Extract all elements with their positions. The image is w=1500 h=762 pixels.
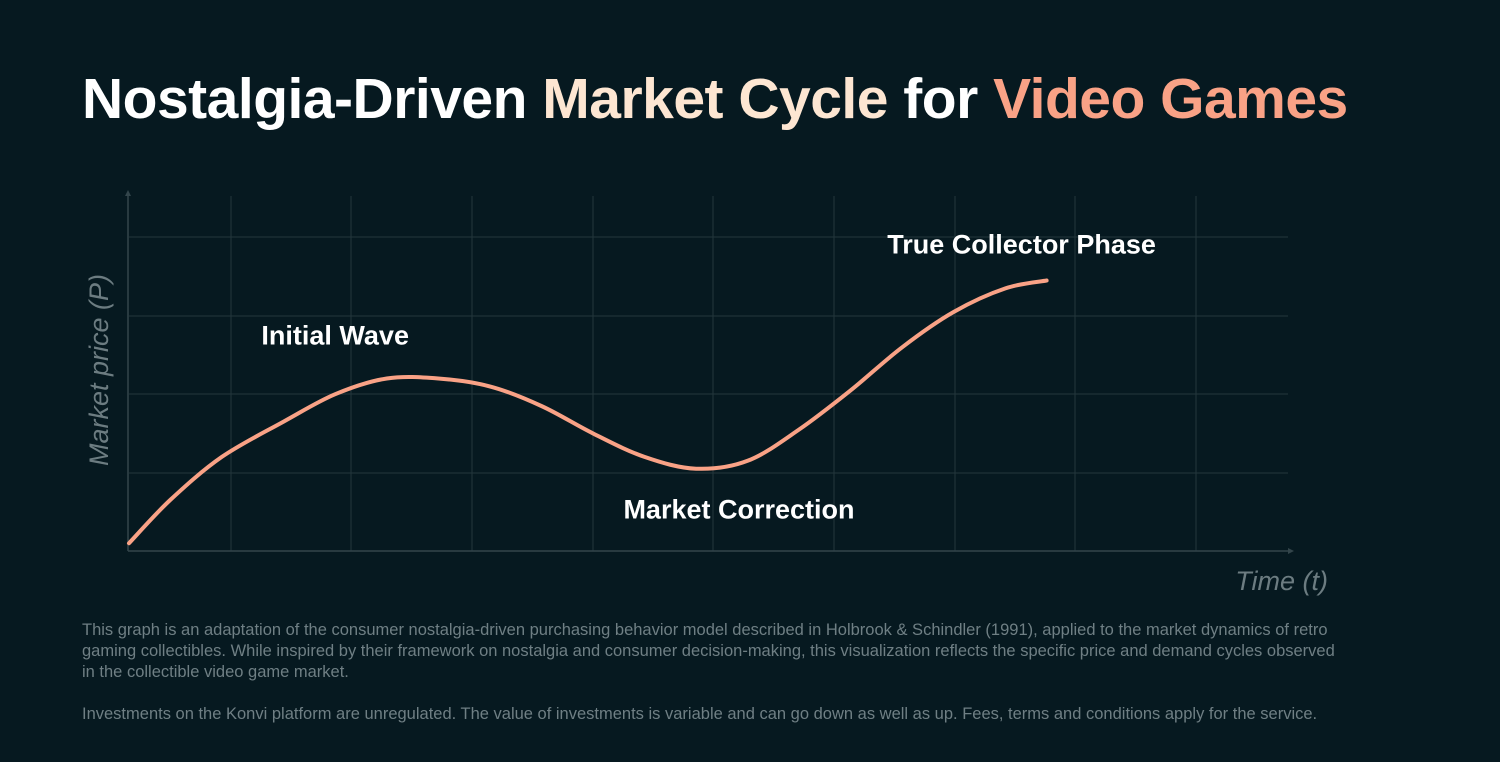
annotation-market-correction: Market Correction xyxy=(623,495,854,525)
risk-disclaimer: Investments on the Konvi platform are un… xyxy=(82,705,1318,723)
price-curve-line xyxy=(127,278,1049,546)
x-axis-label: Time (t) xyxy=(1235,566,1328,596)
annotation-true-collector-phase: True Collector Phase xyxy=(887,230,1156,260)
methodology-footnote: This graph is an adaptation of the consu… xyxy=(82,621,1335,681)
y-axis-label: Market price (P) xyxy=(84,274,114,466)
title-part-0: Nostalgia-Driven xyxy=(82,67,543,131)
title-part-1: Market Cycle xyxy=(542,67,888,131)
page-title: Nostalgia-Driven Market Cycle for Video … xyxy=(82,66,1348,132)
title-part-3: Video Games xyxy=(993,67,1348,131)
title-part-2: for xyxy=(887,67,994,131)
y-axis-arrow-icon xyxy=(125,190,131,196)
x-axis-arrow-icon xyxy=(1288,548,1294,554)
annotation-initial-wave: Initial Wave xyxy=(261,321,409,351)
